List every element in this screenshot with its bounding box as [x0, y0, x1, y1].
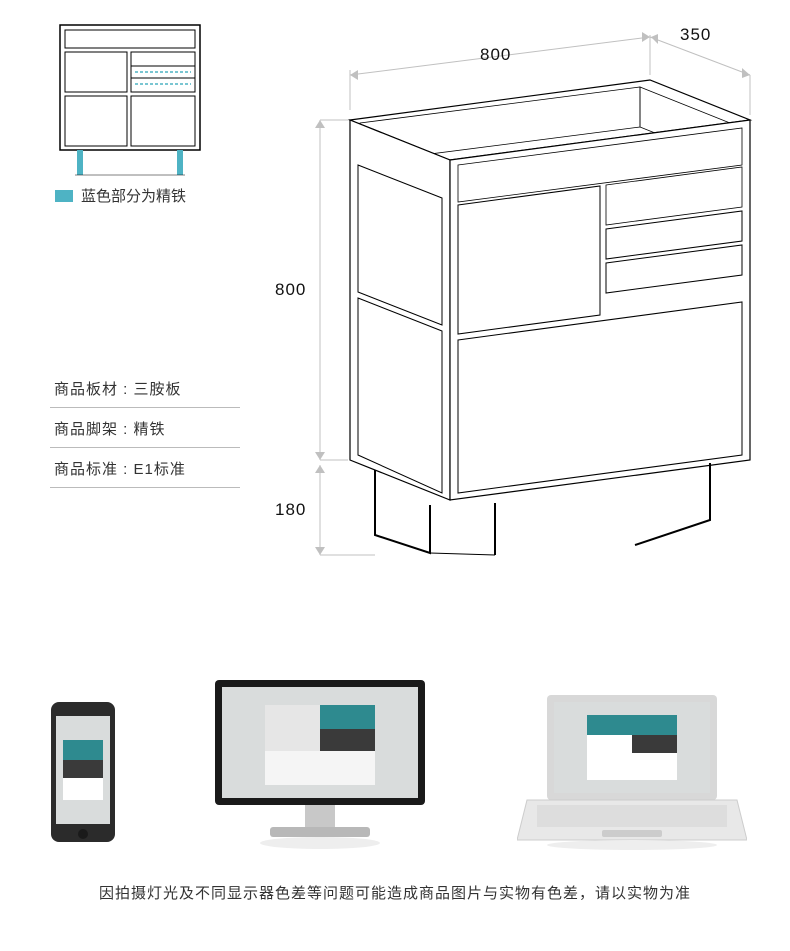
device-laptop — [517, 690, 747, 850]
spec-row: 商品脚架 : 精铁 — [50, 408, 240, 448]
isometric-drawing — [280, 15, 780, 575]
device-preview-row — [0, 650, 790, 850]
device-monitor — [210, 675, 430, 850]
specs-list: 商品板材 : 三胺板 商品脚架 : 精铁 商品标准 : E1标准 — [50, 368, 240, 488]
front-elevation-drawing — [55, 20, 205, 180]
dim-depth: 350 — [680, 25, 711, 45]
device-phone — [43, 700, 123, 850]
dim-body-height: 800 — [275, 280, 306, 300]
dim-width: 800 — [480, 45, 511, 65]
color-disclaimer: 因拍摄灯光及不同显示器色差等问题可能造成商品图片与实物有色差，请以实物为准 — [0, 882, 790, 903]
legend-swatch — [55, 190, 73, 202]
spec-diagram-section: 蓝色部分为精铁 商品板材 : 三胺板 商品脚架 : 精铁 商品标准 : E1标准 — [0, 0, 790, 600]
dim-leg-height: 180 — [275, 500, 306, 520]
legend: 蓝色部分为精铁 — [55, 185, 186, 206]
legend-label: 蓝色部分为精铁 — [81, 185, 186, 206]
spec-row: 商品标准 : E1标准 — [50, 448, 240, 488]
spec-row: 商品板材 : 三胺板 — [50, 368, 240, 408]
